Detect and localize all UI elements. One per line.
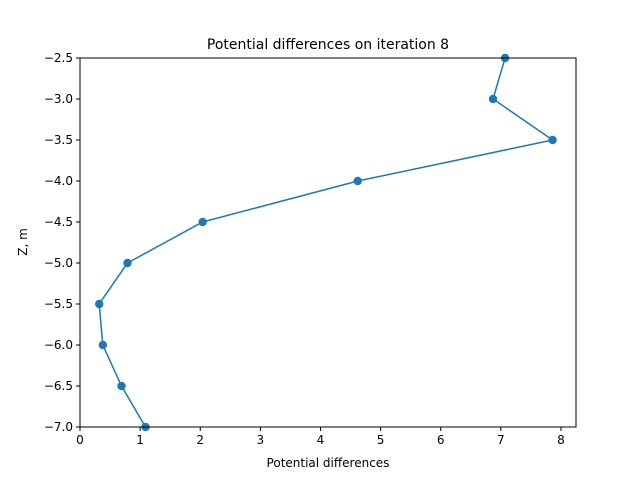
x-tick-label: 5 xyxy=(377,433,385,447)
x-tick-label: 4 xyxy=(317,433,325,447)
x-tick-label: 6 xyxy=(437,433,445,447)
y-tick-label: −6.5 xyxy=(44,379,73,393)
x-axis: 0 1 2 3 4 5 6 7 8 xyxy=(76,427,565,447)
data-point xyxy=(353,176,362,186)
series-line xyxy=(98,57,555,428)
x-tick-label: 7 xyxy=(497,433,505,447)
y-tick-label: −6.0 xyxy=(44,338,73,352)
y-axis: −2.5 −3.0 −3.5 −4.0 −4.5 −5.0 −5.5 −6.0 −6.5 −7.0 xyxy=(44,51,80,434)
y-tick-label: −3.0 xyxy=(44,92,73,106)
x-tick-label: 3 xyxy=(257,433,265,447)
y-axis-label: Z, m xyxy=(16,228,30,256)
x-axis-label: Potential differences xyxy=(267,456,390,470)
data-point xyxy=(98,340,108,350)
data-point xyxy=(488,94,498,104)
y-tick-label: −7.0 xyxy=(44,420,73,434)
x-tick-label: 1 xyxy=(136,433,144,447)
data-point xyxy=(198,217,207,227)
y-tick-label: −5.5 xyxy=(44,297,73,311)
x-tick-label: 2 xyxy=(196,433,204,447)
y-tick-label: −4.0 xyxy=(44,174,73,188)
data-point xyxy=(95,299,104,309)
x-tick-label: 8 xyxy=(557,433,565,447)
data-point xyxy=(123,258,132,268)
y-tick-label: −3.5 xyxy=(44,133,73,147)
plot-frame xyxy=(79,57,577,428)
data-point xyxy=(548,135,557,145)
y-tick-label: −4.5 xyxy=(44,215,73,229)
y-tick-label: −5.0 xyxy=(44,256,73,270)
plot-area xyxy=(95,53,557,432)
y-tick-label: −2.5 xyxy=(44,51,73,65)
chart-title: Potential differences on iteration 8 xyxy=(207,37,449,53)
x-tick-label: 0 xyxy=(76,433,84,447)
data-point xyxy=(117,381,126,391)
